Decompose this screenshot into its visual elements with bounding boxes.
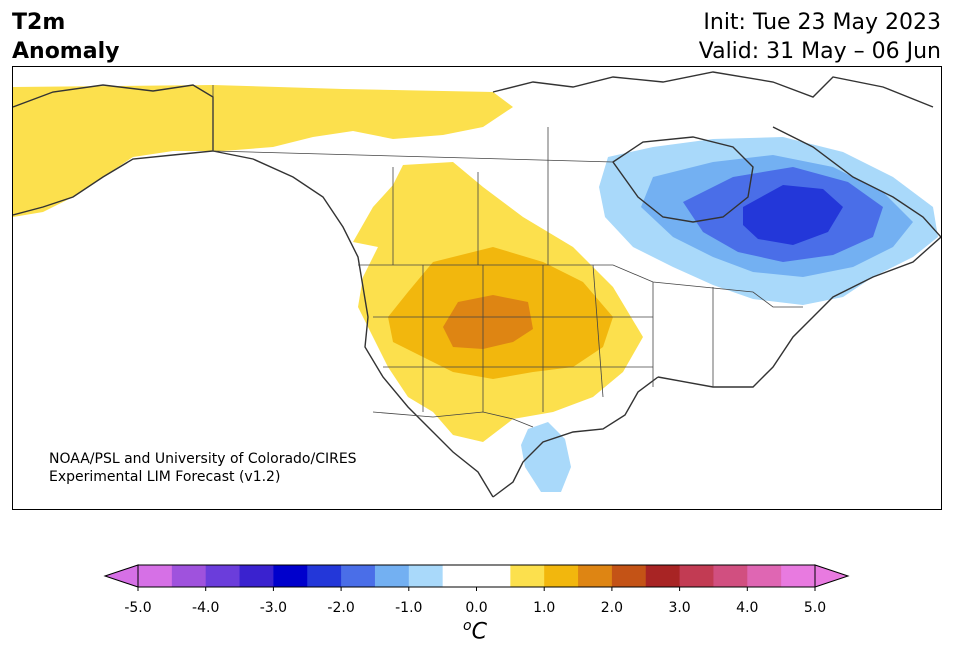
pacific-coast (212, 150, 494, 498)
colorbar-swatch (578, 565, 613, 587)
colorbar-swatch (747, 565, 782, 587)
colorbar-swatch (408, 565, 444, 587)
colorbar-swatch (205, 565, 241, 587)
colorbar-tick-label: 1.0 (533, 600, 555, 616)
variable-label: T2m (12, 10, 66, 35)
colorbar-swatch (713, 565, 748, 587)
colorbar-swatch (476, 565, 511, 587)
colorbar-extend-high (814, 564, 850, 588)
colorbar-swatch (645, 565, 681, 587)
colorbar-tick-label: 4.0 (736, 600, 758, 616)
colorbar-swatch (138, 565, 173, 587)
credit-text: NOAA/PSL and University of Colorado/CIRE… (49, 450, 357, 486)
state-line-4 (592, 264, 604, 398)
degree-symbol: o (463, 618, 472, 634)
colorbar-tick-label: 2.0 (601, 600, 623, 616)
anomaly-map (13, 71, 941, 498)
arctic-islands (492, 71, 934, 108)
colorbar-tick-label: 5.0 (804, 600, 826, 616)
colorbar-tick-label: 0.0 (465, 600, 487, 616)
warm-anomaly-west-core (443, 295, 533, 349)
colorbar-tick-label: -3.0 (260, 600, 287, 616)
colorbar-swatch (611, 565, 647, 587)
cold-anomaly-mexico (521, 422, 571, 492)
colorbar-tick-label: -1.0 (395, 600, 422, 616)
political-borders (212, 85, 803, 428)
unit-label: C (471, 619, 487, 645)
valid-range: Valid: 31 May – 06 Jun (698, 39, 941, 64)
colorbar-tick-label: -4.0 (192, 600, 219, 616)
credit-line-2: Experimental LIM Forecast (v1.2) (49, 469, 281, 485)
colorbar-ticks: -5.0 -4.0 -3.0 -2.0 -1.0 0.0 1.0 2.0 3.0 4.0 5.0 (124, 587, 826, 616)
colorbar-swatch (442, 565, 477, 587)
cold-anomaly-core (743, 185, 843, 245)
colorbar-swatches (138, 565, 816, 587)
hudson-bay (612, 136, 754, 223)
colorbar-swatch (374, 565, 410, 587)
colorbar-tick-label: -2.0 (327, 600, 354, 616)
colorbar-extend-low (103, 564, 139, 588)
warm-anomaly-alaska (13, 85, 513, 217)
colorbar-swatch (510, 565, 545, 587)
map-panel (12, 66, 942, 510)
colorbar-swatch (239, 565, 274, 587)
colorbar-swatch (544, 565, 579, 587)
us-canada-border (358, 264, 803, 308)
colorbar-swatch (679, 565, 714, 587)
colorbar-tick-label: 3.0 (668, 600, 690, 616)
credit-line-1: NOAA/PSL and University of Colorado/CIRE… (49, 451, 357, 467)
colorbar-swatch (273, 565, 308, 587)
colorbar-swatch (341, 565, 376, 587)
colorbar-unit: oC (463, 618, 487, 644)
gulf-coast (492, 376, 659, 498)
atlantic-coast (657, 236, 941, 388)
labrador-coast (772, 126, 941, 238)
anomaly-label: Anomaly (12, 39, 120, 64)
province-line-4 (212, 150, 614, 163)
init-date: Init: Tue 23 May 2023 (703, 10, 941, 35)
colorbar-tick-label: -5.0 (124, 600, 151, 616)
forecast-dates: Init: Tue 23 May 2023 Valid: 31 May – 06… (699, 8, 941, 66)
colorbar-swatch (171, 565, 207, 587)
colorbar-swatch (307, 565, 342, 587)
map-title: T2m Anomaly (12, 8, 119, 66)
colorbar-swatch (781, 565, 816, 587)
